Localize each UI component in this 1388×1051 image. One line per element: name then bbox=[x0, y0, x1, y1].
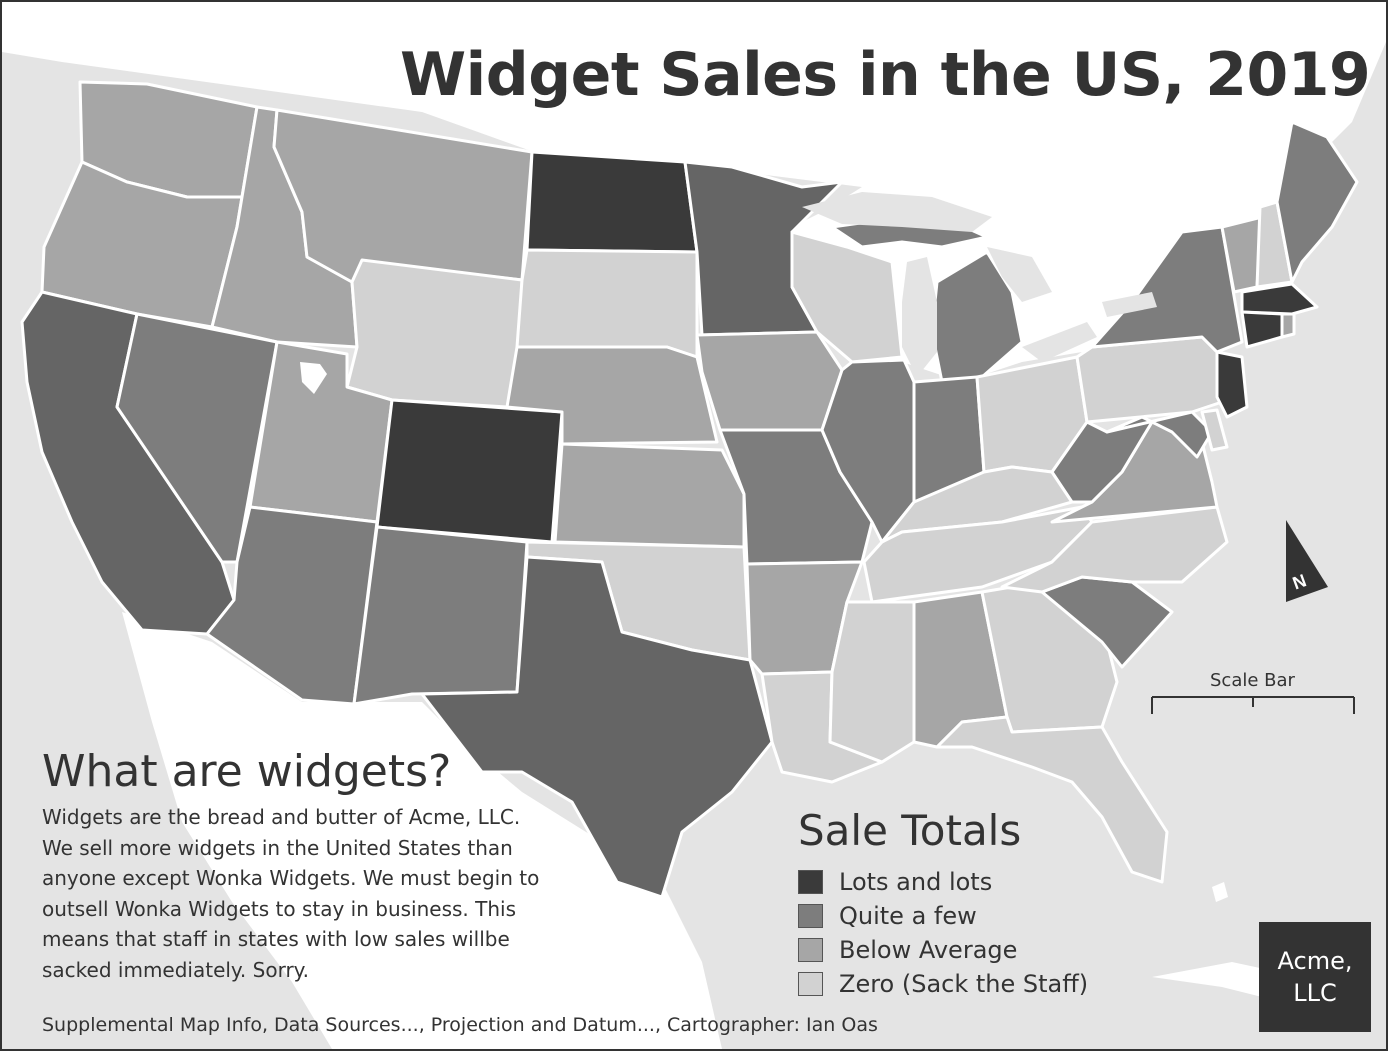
lake-superior bbox=[802, 192, 992, 232]
state-nebraska bbox=[505, 345, 719, 446]
north-arrow-shape bbox=[1286, 520, 1328, 602]
legend-label: Below Average bbox=[839, 936, 1018, 964]
state-new-jersey bbox=[1215, 350, 1249, 419]
state-pennsylvania bbox=[1075, 335, 1224, 424]
legend-item-quite: Quite a few bbox=[798, 899, 1128, 933]
state-illinois bbox=[820, 358, 916, 544]
info-heading: What are widgets? bbox=[42, 746, 452, 797]
state-maine bbox=[1275, 120, 1359, 284]
state-mississippi bbox=[828, 600, 916, 764]
legend-item-below: Below Average bbox=[798, 933, 1128, 967]
great-salt-lake bbox=[300, 362, 327, 394]
state-texas bbox=[420, 555, 774, 899]
lake-michigan bbox=[902, 257, 937, 377]
great-lakes bbox=[300, 192, 1157, 394]
state-new-mexico bbox=[352, 525, 529, 706]
logo-text: Acme, LLC bbox=[1265, 945, 1365, 1009]
legend-swatch-lots bbox=[798, 870, 823, 894]
state-iowa bbox=[695, 330, 844, 432]
north-arrow bbox=[1286, 520, 1328, 602]
bahamas bbox=[1212, 882, 1228, 902]
state-massachusetts bbox=[1240, 282, 1319, 316]
north-arrow-label: N bbox=[1290, 570, 1309, 593]
logo-line2: LLC bbox=[1293, 979, 1337, 1007]
legend-swatch-quite bbox=[798, 904, 823, 928]
legend-label: Zero (Sack the Staff) bbox=[839, 970, 1089, 998]
state-kansas bbox=[553, 442, 746, 549]
legend-label: Lots and lots bbox=[839, 868, 993, 896]
state-wyoming bbox=[345, 258, 524, 409]
state-north-dakota bbox=[525, 150, 699, 254]
state-south-dakota bbox=[515, 248, 699, 359]
scale-bar-label: Scale Bar bbox=[1210, 670, 1295, 691]
legend-item-zero: Zero (Sack the Staff) bbox=[798, 967, 1128, 1001]
legend-swatch-zero bbox=[798, 972, 823, 996]
state-rhode-island bbox=[1280, 312, 1296, 339]
state-shapes bbox=[20, 80, 1359, 899]
state-florida bbox=[935, 715, 1169, 884]
lake-huron bbox=[987, 247, 1052, 302]
state-delaware bbox=[1200, 408, 1229, 452]
state-wisconsin bbox=[790, 230, 904, 364]
scale-bar bbox=[1151, 696, 1355, 714]
company-logo: Acme, LLC bbox=[1259, 922, 1371, 1032]
legend-item-lots: Lots and lots bbox=[798, 865, 1128, 899]
legend-swatch-below bbox=[798, 938, 823, 962]
state-maryland bbox=[1105, 410, 1214, 459]
state-colorado bbox=[375, 398, 564, 544]
legend: Sale Totals Lots and lots Quite a few Be… bbox=[798, 806, 1128, 1001]
logo-line1: Acme, bbox=[1277, 947, 1353, 975]
footer-info: Supplemental Map Info, Data Sources..., … bbox=[42, 1014, 878, 1036]
lake-ontario bbox=[1102, 292, 1157, 317]
info-body: Widgets are the bread and butter of Acme… bbox=[42, 805, 540, 982]
map-title: Widget Sales in the US, 2019 bbox=[400, 40, 1371, 110]
legend-label: Quite a few bbox=[839, 902, 977, 930]
state-connecticut bbox=[1240, 310, 1284, 349]
legend-title: Sale Totals bbox=[798, 806, 1022, 855]
state-north-carolina bbox=[1000, 505, 1229, 594]
mexico-land bbox=[122, 612, 722, 1049]
lake-erie bbox=[1022, 322, 1097, 362]
